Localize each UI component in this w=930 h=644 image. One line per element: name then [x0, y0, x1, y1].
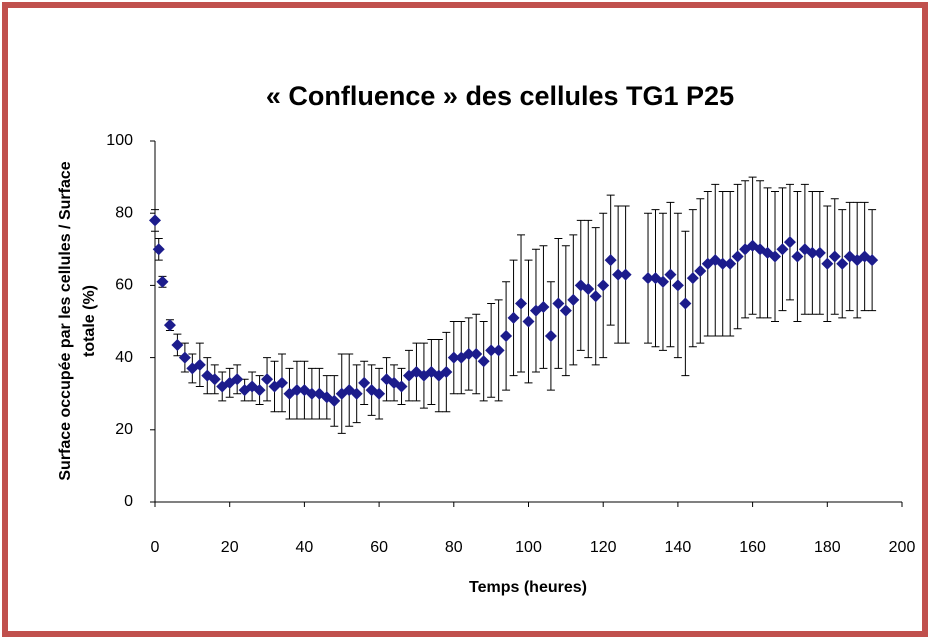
y-axis-label: totale (%): [81, 285, 98, 357]
x-tick-label: 0: [151, 539, 160, 556]
marker: [582, 283, 595, 296]
marker: [791, 250, 804, 263]
marker: [492, 344, 505, 357]
marker: [440, 366, 453, 379]
marker: [171, 338, 184, 351]
chart-title: « Confluence » des cellules TG1 P25: [266, 81, 734, 111]
marker: [679, 297, 692, 310]
marker: [821, 257, 834, 270]
marker: [776, 243, 789, 256]
marker: [686, 272, 699, 285]
marker: [671, 279, 684, 292]
x-axis-label: Temps (heures): [469, 579, 587, 596]
marker: [350, 387, 363, 400]
marker: [544, 329, 557, 342]
marker: [619, 268, 632, 281]
marker: [231, 373, 244, 386]
marker: [470, 347, 483, 360]
marker: [275, 376, 288, 389]
x-tick-label: 140: [665, 539, 692, 556]
marker: [462, 347, 475, 360]
marker: [866, 254, 879, 267]
y-tick-label: 20: [115, 421, 133, 438]
marker: [156, 275, 169, 288]
marker: [193, 358, 206, 371]
marker: [163, 319, 176, 332]
marker: [328, 394, 341, 407]
marker: [178, 351, 191, 364]
x-tick-label: 200: [889, 539, 916, 556]
marker: [477, 355, 490, 368]
x-tick-label: 120: [590, 539, 617, 556]
marker: [515, 297, 528, 310]
marker: [597, 279, 610, 292]
y-tick-label: 0: [124, 493, 133, 510]
y-tick-label: 60: [115, 277, 133, 294]
y-tick-label: 40: [115, 349, 133, 366]
marker: [358, 376, 371, 389]
marker: [261, 373, 274, 386]
y-tick-label: 100: [106, 132, 133, 149]
marker: [828, 250, 841, 263]
x-tick-label: 60: [370, 539, 388, 556]
marker: [642, 272, 655, 285]
y-tick-label: 80: [115, 204, 133, 221]
marker: [149, 214, 161, 227]
marker: [522, 315, 535, 328]
marker: [806, 246, 819, 259]
marker: [813, 246, 826, 259]
x-tick-label: 40: [296, 539, 314, 556]
marker: [724, 257, 737, 270]
marker: [395, 380, 408, 393]
marker: [604, 254, 617, 267]
marker: [559, 304, 572, 317]
marker: [694, 264, 707, 277]
marker: [664, 268, 677, 281]
x-tick-label: 80: [445, 539, 463, 556]
marker: [500, 329, 513, 342]
marker: [731, 250, 744, 263]
x-tick-label: 20: [221, 539, 239, 556]
marker: [447, 351, 460, 364]
marker: [290, 384, 303, 397]
marker: [373, 387, 386, 400]
marker: [836, 257, 849, 270]
marker: [612, 268, 625, 281]
marker: [253, 384, 266, 397]
marker: [716, 257, 729, 270]
marker: [552, 297, 565, 310]
marker: [589, 290, 602, 303]
y-axis-label: Surface occupée par les cellules / Surfa…: [57, 161, 74, 480]
marker: [567, 293, 580, 306]
marker: [537, 301, 550, 314]
marker: [152, 243, 165, 256]
marker: [656, 275, 669, 288]
marker: [783, 236, 796, 249]
marker: [305, 387, 318, 400]
x-tick-label: 180: [814, 539, 841, 556]
x-tick-label: 160: [739, 539, 766, 556]
marker: [769, 250, 782, 263]
marker: [507, 311, 520, 324]
x-tick-label: 100: [515, 539, 542, 556]
marker: [208, 373, 221, 386]
marker: [485, 344, 498, 357]
